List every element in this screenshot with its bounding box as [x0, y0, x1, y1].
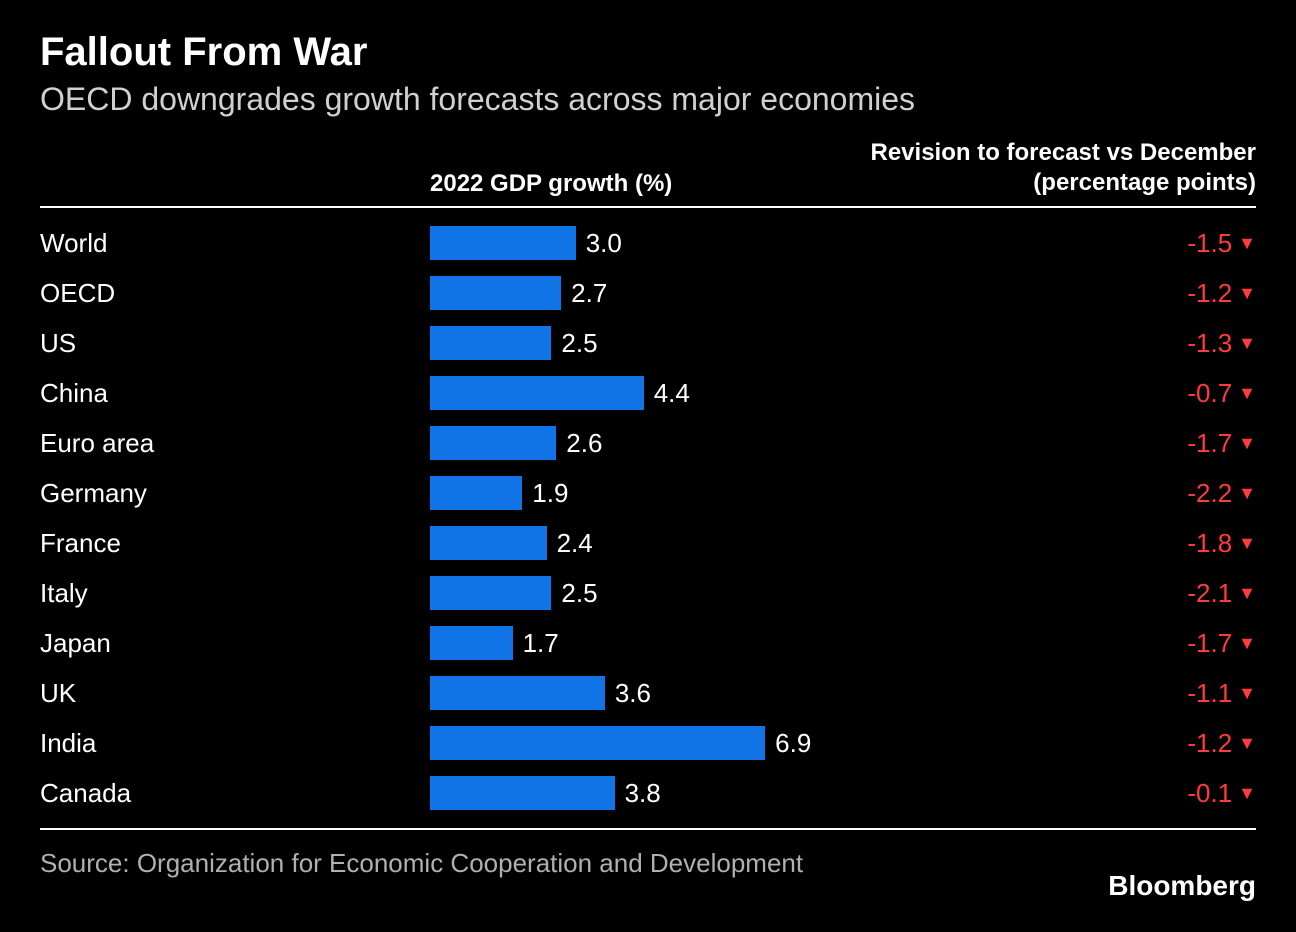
row-label: India: [40, 728, 430, 759]
bar-cell: 3.6: [430, 676, 850, 710]
revision-value: -1.5▼: [850, 228, 1256, 259]
revision-value: -2.1▼: [850, 578, 1256, 609]
bar-cell: 2.4: [430, 526, 850, 560]
growth-bar: [430, 326, 551, 360]
growth-bar: [430, 376, 644, 410]
down-arrow-icon: ▼: [1238, 234, 1256, 252]
chart-title: Fallout From War: [40, 30, 1256, 75]
bar-cell: 6.9: [430, 726, 850, 760]
bar-cell: 1.7: [430, 626, 850, 660]
down-arrow-icon: ▼: [1238, 334, 1256, 352]
footer-divider: [40, 828, 1256, 830]
revision-value: -2.2▼: [850, 478, 1256, 509]
chart-subtitle: OECD downgrades growth forecasts across …: [40, 81, 1256, 118]
row-label: UK: [40, 678, 430, 709]
bar-cell: 3.8: [430, 776, 850, 810]
table-row: Germany 1.9 -2.2▼: [40, 468, 1256, 518]
column-headers: 2022 GDP growth (%) Revision to forecast…: [40, 138, 1256, 208]
growth-bar: [430, 576, 551, 610]
growth-value: 1.7: [523, 628, 559, 659]
brand-label: Bloomberg: [1108, 870, 1256, 902]
growth-bar: [430, 476, 522, 510]
revision-value: -1.3▼: [850, 328, 1256, 359]
growth-bar: [430, 626, 513, 660]
header-revision: Revision to forecast vs December (percen…: [850, 138, 1256, 198]
table-row: China 4.4 -0.7▼: [40, 368, 1256, 418]
growth-bar: [430, 426, 556, 460]
growth-bar: [430, 226, 576, 260]
table-row: India 6.9 -1.2▼: [40, 718, 1256, 768]
table-row: France 2.4 -1.8▼: [40, 518, 1256, 568]
bar-cell: 2.6: [430, 426, 850, 460]
row-label: Italy: [40, 578, 430, 609]
bar-cell: 4.4: [430, 376, 850, 410]
revision-value: -1.1▼: [850, 678, 1256, 709]
down-arrow-icon: ▼: [1238, 434, 1256, 452]
bar-cell: 2.7: [430, 276, 850, 310]
table-row: Japan 1.7 -1.7▼: [40, 618, 1256, 668]
header-growth: 2022 GDP growth (%): [430, 170, 850, 198]
row-label: World: [40, 228, 430, 259]
down-arrow-icon: ▼: [1238, 534, 1256, 552]
row-label: US: [40, 328, 430, 359]
row-label: Euro area: [40, 428, 430, 459]
row-label: China: [40, 378, 430, 409]
down-arrow-icon: ▼: [1238, 484, 1256, 502]
growth-value: 4.4: [654, 378, 690, 409]
growth-bar: [430, 776, 615, 810]
down-arrow-icon: ▼: [1238, 584, 1256, 602]
row-label: Canada: [40, 778, 430, 809]
row-label: Germany: [40, 478, 430, 509]
revision-value: -1.2▼: [850, 278, 1256, 309]
table-row: OECD 2.7 -1.2▼: [40, 268, 1256, 318]
revision-value: -1.2▼: [850, 728, 1256, 759]
growth-value: 2.4: [557, 528, 593, 559]
revision-value: -1.8▼: [850, 528, 1256, 559]
growth-value: 3.6: [615, 678, 651, 709]
down-arrow-icon: ▼: [1238, 784, 1256, 802]
revision-value: -0.7▼: [850, 378, 1256, 409]
source-text: Source: Organization for Economic Cooper…: [40, 848, 1256, 879]
bar-cell: 1.9: [430, 476, 850, 510]
table-row: Italy 2.5 -2.1▼: [40, 568, 1256, 618]
table-row: Canada 3.8 -0.1▼: [40, 768, 1256, 818]
table-row: UK 3.6 -1.1▼: [40, 668, 1256, 718]
table-row: World 3.0 -1.5▼: [40, 218, 1256, 268]
table-row: Euro area 2.6 -1.7▼: [40, 418, 1256, 468]
growth-bar: [430, 276, 561, 310]
growth-value: 2.5: [561, 328, 597, 359]
growth-value: 3.8: [625, 778, 661, 809]
revision-value: -0.1▼: [850, 778, 1256, 809]
revision-value: -1.7▼: [850, 628, 1256, 659]
growth-bar: [430, 676, 605, 710]
chart-rows: World 3.0 -1.5▼ OECD 2.7 -1.2▼ US 2.5 -1.3▼ China…: [40, 218, 1256, 818]
growth-value: 2.6: [566, 428, 602, 459]
revision-value: -1.7▼: [850, 428, 1256, 459]
row-label: France: [40, 528, 430, 559]
growth-value: 6.9: [775, 728, 811, 759]
bar-cell: 3.0: [430, 226, 850, 260]
growth-value: 2.5: [561, 578, 597, 609]
row-label: OECD: [40, 278, 430, 309]
down-arrow-icon: ▼: [1238, 284, 1256, 302]
growth-value: 2.7: [571, 278, 607, 309]
growth-value: 1.9: [532, 478, 568, 509]
down-arrow-icon: ▼: [1238, 634, 1256, 652]
growth-value: 3.0: [586, 228, 622, 259]
table-row: US 2.5 -1.3▼: [40, 318, 1256, 368]
bar-cell: 2.5: [430, 576, 850, 610]
row-label: Japan: [40, 628, 430, 659]
down-arrow-icon: ▼: [1238, 684, 1256, 702]
down-arrow-icon: ▼: [1238, 734, 1256, 752]
growth-bar: [430, 726, 765, 760]
down-arrow-icon: ▼: [1238, 384, 1256, 402]
growth-bar: [430, 526, 547, 560]
bar-cell: 2.5: [430, 326, 850, 360]
